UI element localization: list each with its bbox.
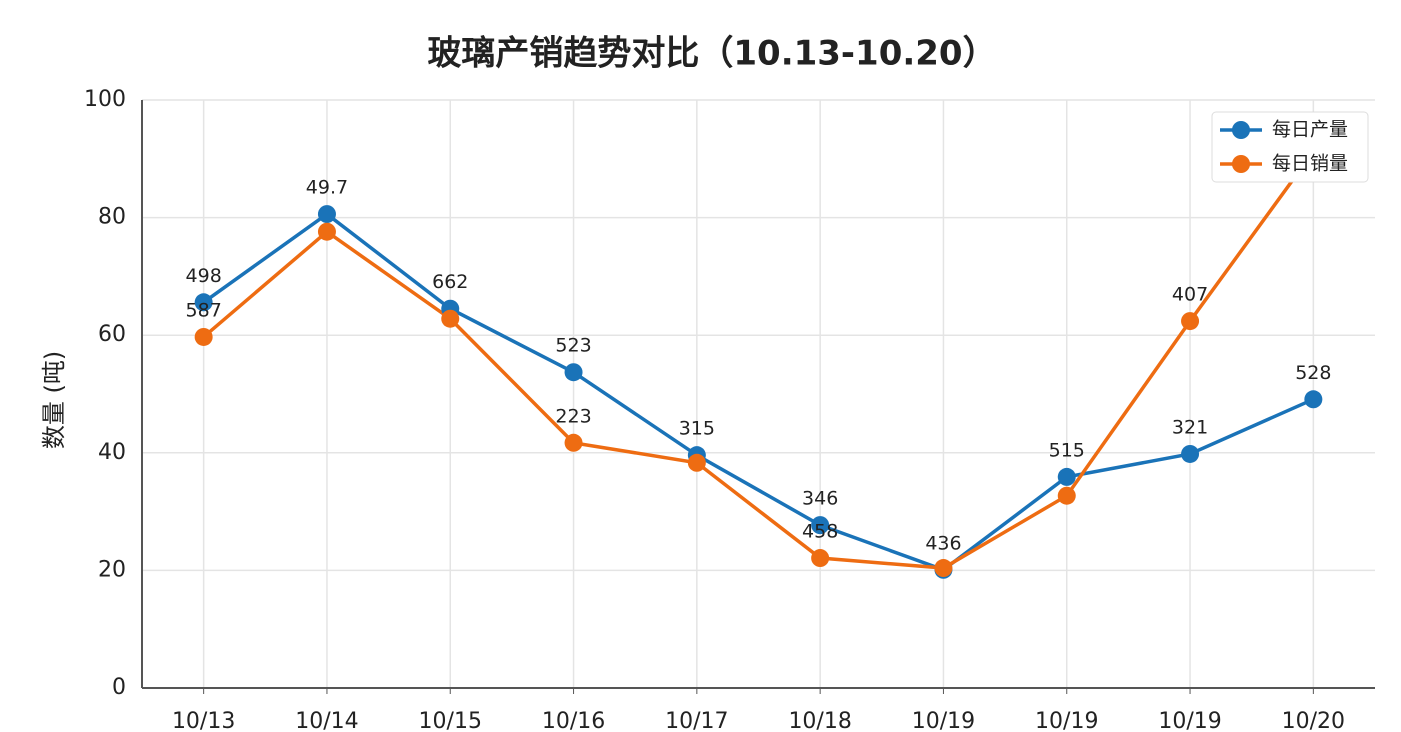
x-tick-label: 10/18 [788,709,851,732]
data-point [564,433,583,452]
data-point [1057,467,1076,486]
data-label: 49.7 [306,177,348,199]
data-point [934,559,953,578]
data-point [441,309,460,328]
data-label: 321 [1172,416,1208,438]
data-point [811,516,830,535]
series-line [202,211,1315,572]
data-point [1057,486,1076,505]
x-tick-label: 10/19 [1158,709,1221,732]
data-label: 346 [802,488,838,510]
legend-label: 每日销量 [1272,153,1348,175]
y-tick-label: 20 [98,557,126,582]
data-point [564,363,583,382]
data-label: 458 [802,521,838,543]
data-point [1304,390,1323,409]
data-point [1181,312,1200,331]
data-label: 662 [432,271,468,293]
data-point [811,549,830,568]
data-label: 315 [679,418,715,440]
y-tick-label: 40 [98,440,126,465]
legend-label: 每日产量 [1272,119,1348,141]
x-tick-label: 10/19 [912,709,975,732]
data-point [317,222,336,241]
data-point [1181,444,1200,463]
data-label: 498 [186,265,222,287]
x-tick-label: 10/15 [419,709,482,732]
data-label: 587 [186,299,222,321]
data-point [194,293,213,312]
y-tick-label: 80 [98,205,126,230]
data-label: 436 [925,532,961,554]
data-label: 523 [555,335,591,357]
data-point [687,453,706,472]
x-tick-label: 10/16 [542,709,605,732]
x-tick-label: 10/17 [665,709,728,732]
chart-title: 玻璃产销趋势对比（10.13-10.20） [427,34,996,74]
x-tick-label: 10/19 [1035,709,1098,732]
x-tick-label: 10/14 [295,709,358,732]
data-label: 407 [1172,284,1208,306]
y-axis-label: 数量 (吨) [40,351,68,449]
data-point [194,327,213,346]
y-tick-label: 60 [98,322,126,347]
x-tick-label: 10/20 [1282,709,1345,732]
data-label: 223 [555,405,591,427]
legend-marker [1232,155,1250,173]
data-label: 515 [1049,439,1085,461]
series-line [202,150,1315,570]
y-tick-label: 0 [112,675,126,700]
data-label: 528 [1295,362,1331,384]
legend-marker [1232,121,1250,139]
x-tick-label: 10/13 [172,709,235,732]
data-point [317,205,336,224]
y-tick-label: 100 [84,87,126,112]
